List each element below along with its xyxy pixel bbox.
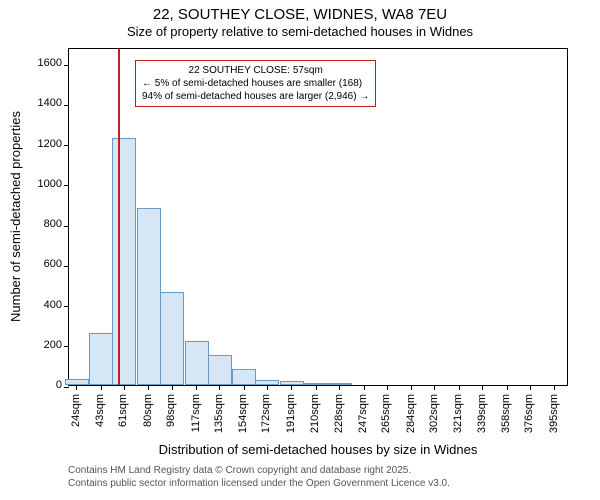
x-tick-label: 154sqm — [237, 394, 249, 433]
x-tick — [267, 385, 268, 390]
y-axis-label: Number of semi-detached properties — [8, 48, 23, 386]
annotation-line2: ← 5% of semi-detached houses are smaller… — [142, 77, 369, 90]
histogram-bar — [208, 355, 232, 385]
marker-line — [118, 49, 120, 385]
y-tick-label: 1200 — [26, 138, 62, 150]
x-tick — [101, 385, 102, 390]
y-tick-label: 800 — [26, 218, 62, 230]
x-tick-label: 24sqm — [70, 394, 82, 427]
footer-line2: Contains public sector information licen… — [68, 477, 450, 490]
y-tick — [64, 306, 69, 307]
x-tick-label: 339sqm — [476, 394, 488, 433]
y-tick — [64, 185, 69, 186]
y-tick-label: 1600 — [26, 57, 62, 69]
x-tick — [387, 385, 388, 390]
y-tick — [64, 65, 69, 66]
histogram-bar — [160, 292, 184, 385]
x-tick-label: 265sqm — [380, 394, 392, 433]
y-tick — [64, 105, 69, 106]
x-axis-label: Distribution of semi-detached houses by … — [68, 442, 568, 457]
y-tick-label: 400 — [26, 299, 62, 311]
annotation-box: 22 SOUTHEY CLOSE: 57sqm ← 5% of semi-det… — [135, 60, 376, 107]
y-tick-label: 600 — [26, 258, 62, 270]
y-tick — [64, 145, 69, 146]
x-tick-label: 135sqm — [213, 394, 225, 433]
histogram-bar — [112, 138, 136, 385]
y-tick — [64, 266, 69, 267]
footer-line1: Contains HM Land Registry data © Crown c… — [68, 464, 450, 477]
y-tick — [64, 346, 69, 347]
x-tick — [196, 385, 197, 390]
chart-subtitle: Size of property relative to semi-detach… — [0, 24, 600, 39]
y-tick — [64, 387, 69, 388]
x-tick — [316, 385, 317, 390]
x-tick-label: 80sqm — [142, 394, 154, 427]
histogram-bar — [185, 341, 209, 385]
x-tick-label: 376sqm — [523, 394, 535, 433]
x-tick-label: 172sqm — [260, 394, 272, 433]
x-tick — [172, 385, 173, 390]
x-tick-label: 228sqm — [333, 394, 345, 433]
histogram-bar — [232, 369, 256, 385]
x-tick — [148, 385, 149, 390]
x-tick-label: 61sqm — [117, 394, 129, 427]
annotation-line3: 94% of semi-detached houses are larger (… — [142, 90, 369, 103]
x-tick — [530, 385, 531, 390]
x-tick — [76, 385, 77, 390]
x-tick — [339, 385, 340, 390]
y-tick-label: 1000 — [26, 178, 62, 190]
x-tick-label: 284sqm — [405, 394, 417, 433]
x-tick — [244, 385, 245, 390]
x-tick-label: 247sqm — [357, 394, 369, 433]
x-tick-label: 98sqm — [165, 394, 177, 427]
x-tick — [124, 385, 125, 390]
x-tick — [219, 385, 220, 390]
x-tick-label: 395sqm — [548, 394, 560, 433]
annotation-line1: 22 SOUTHEY CLOSE: 57sqm — [142, 64, 369, 77]
chart-title: 22, SOUTHEY CLOSE, WIDNES, WA8 7EU — [0, 6, 600, 23]
x-tick — [291, 385, 292, 390]
x-tick — [507, 385, 508, 390]
x-tick — [411, 385, 412, 390]
histogram-bar — [89, 333, 113, 385]
x-tick-label: 191sqm — [285, 394, 297, 433]
x-tick — [482, 385, 483, 390]
x-tick — [364, 385, 365, 390]
footer-attribution: Contains HM Land Registry data © Crown c… — [68, 464, 450, 490]
x-tick — [554, 385, 555, 390]
histogram-bar — [137, 208, 161, 385]
x-tick — [434, 385, 435, 390]
x-tick — [459, 385, 460, 390]
y-tick-label: 0 — [26, 379, 62, 391]
y-tick-label: 200 — [26, 339, 62, 351]
x-tick-label: 117sqm — [190, 394, 202, 432]
x-tick-label: 302sqm — [428, 394, 440, 433]
x-tick-label: 321sqm — [452, 394, 464, 433]
chart-container: 22, SOUTHEY CLOSE, WIDNES, WA8 7EU Size … — [0, 0, 600, 500]
x-tick-label: 43sqm — [94, 394, 106, 427]
y-tick — [64, 226, 69, 227]
x-tick-label: 210sqm — [309, 394, 321, 433]
x-tick-label: 358sqm — [500, 394, 512, 433]
y-tick-label: 1400 — [26, 97, 62, 109]
